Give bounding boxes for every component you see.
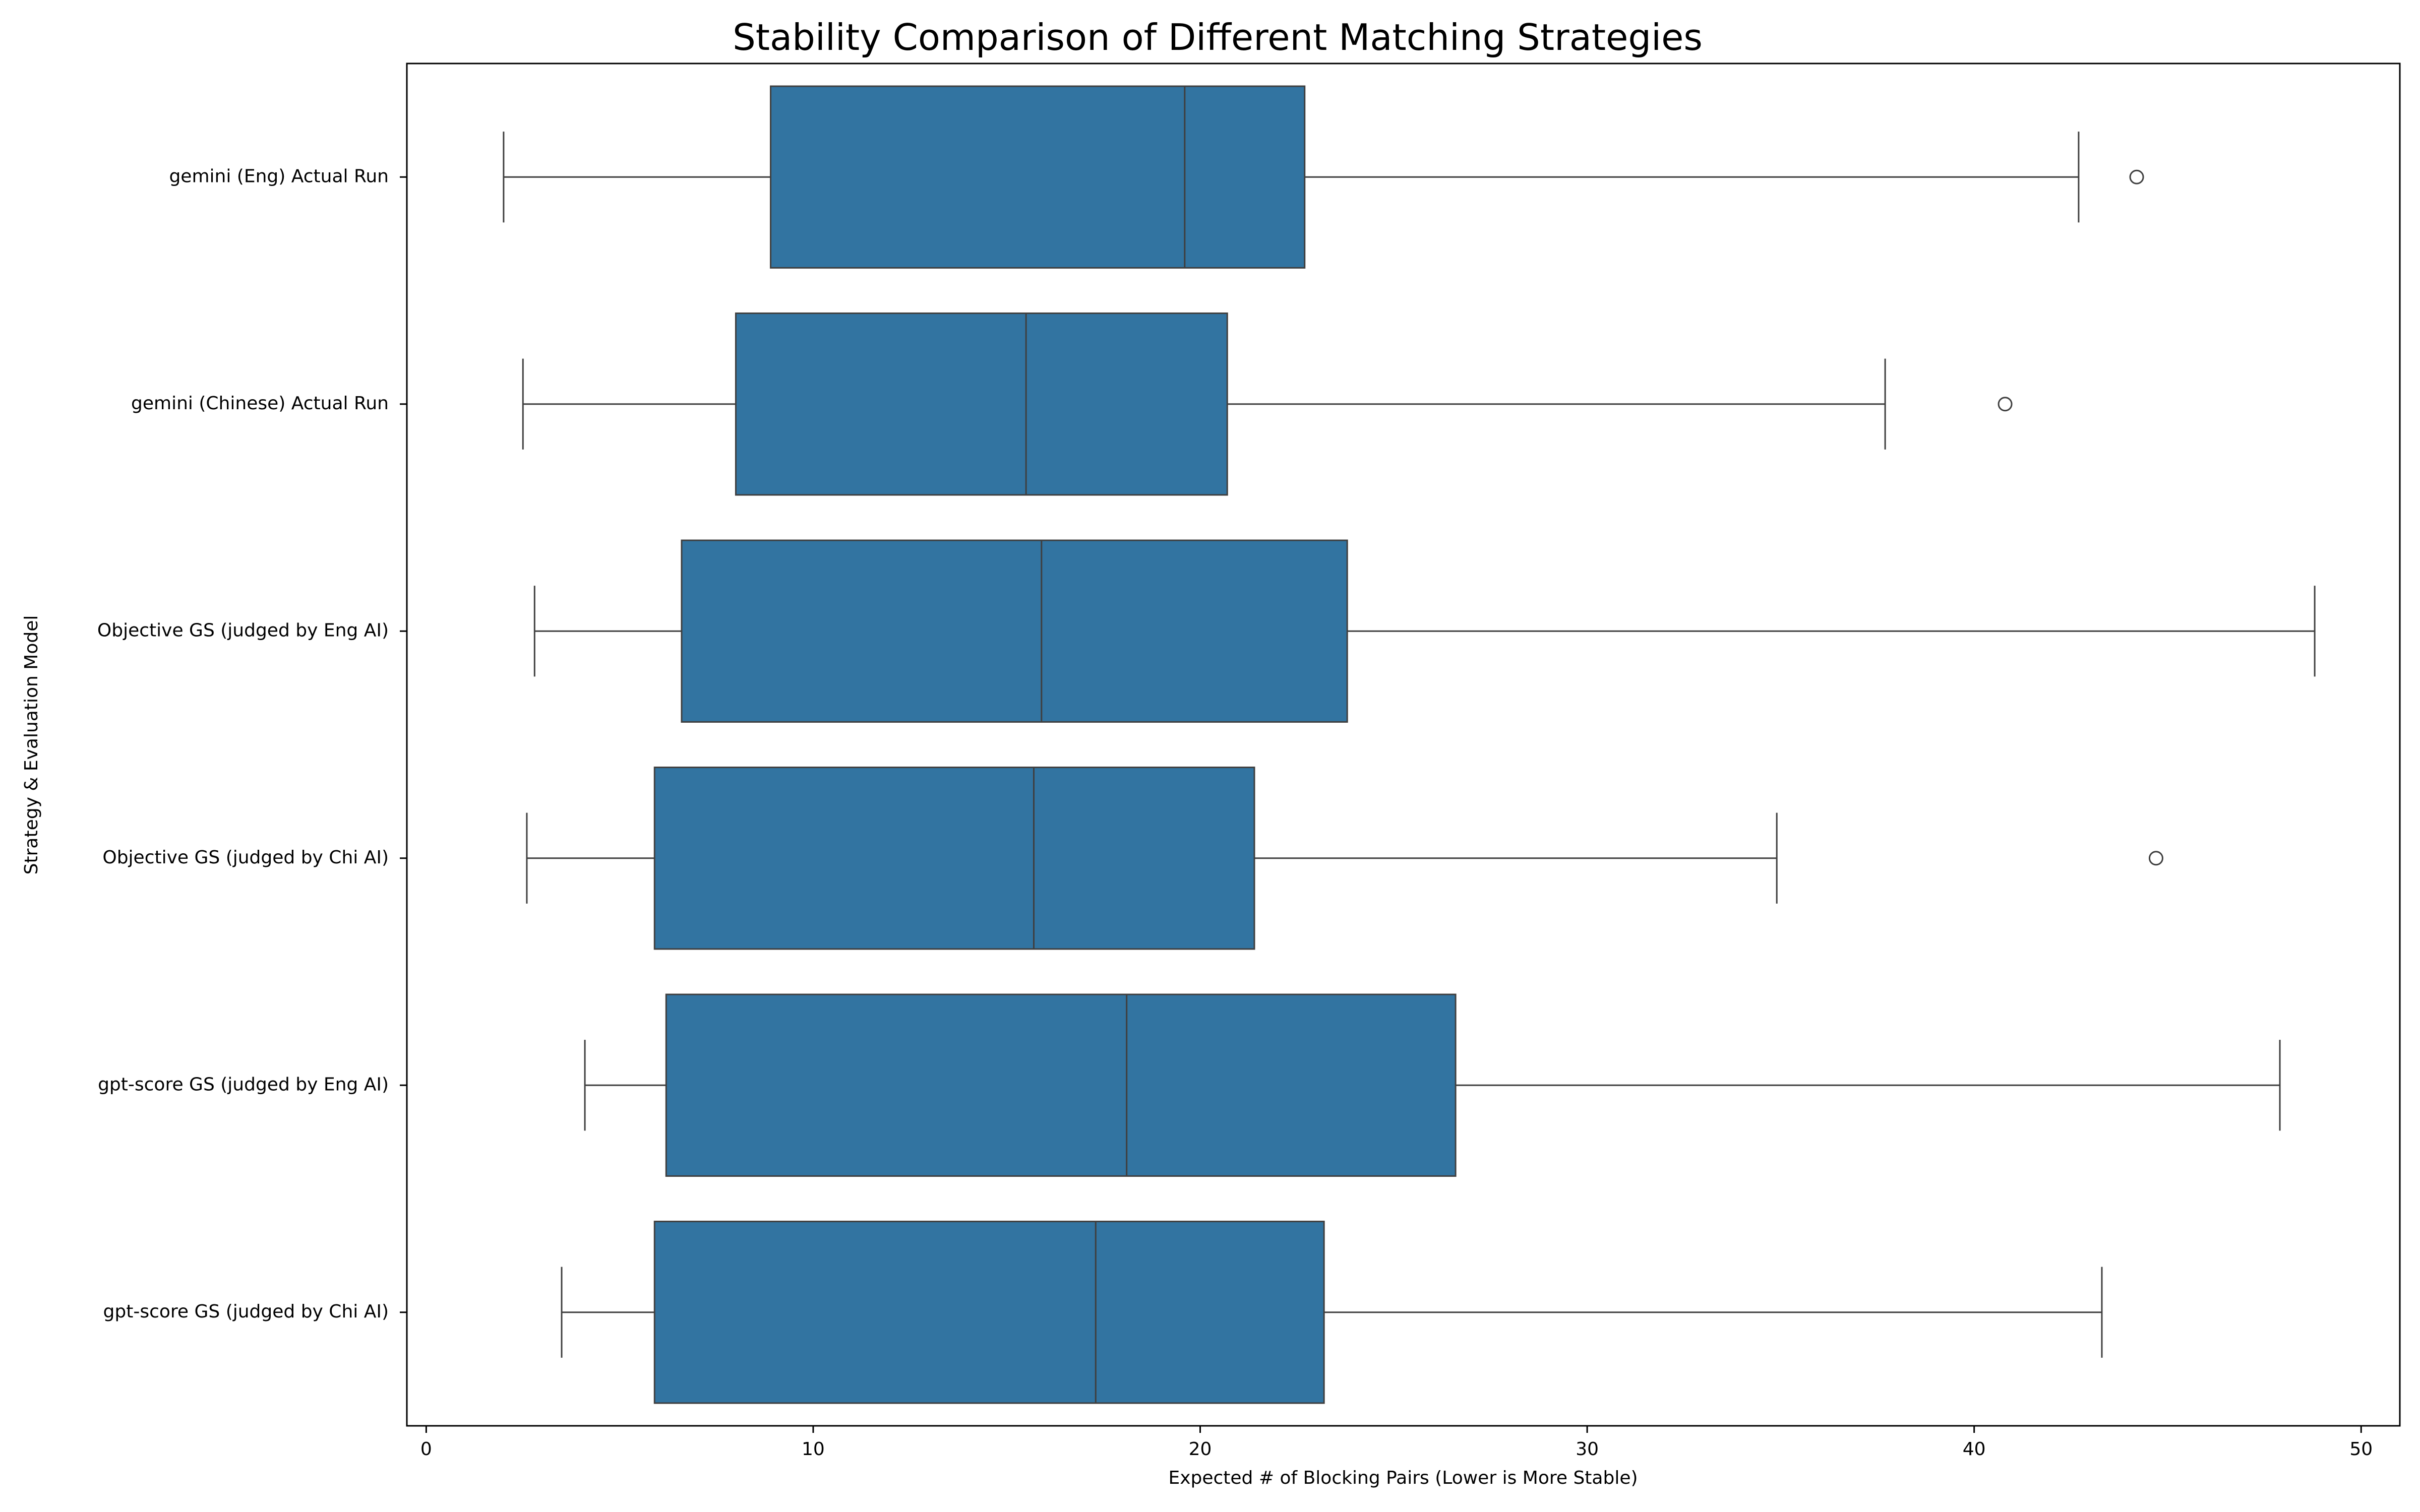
x-tick-label: 40 [1963,1439,1986,1460]
plot-area [503,85,2316,1404]
y-tick-label: Objective GS (judged by Chi AI) [102,847,389,868]
iqr-box [665,993,1457,1177]
x-tick-label: 20 [1189,1439,1212,1460]
chart-title: Stability Comparison of Different Matchi… [733,16,1703,58]
y-tick-label: gemini (Chinese) Actual Run [131,393,389,414]
outlier-point [1998,397,2013,412]
y-tick-label: gemini (Eng) Actual Run [169,166,389,186]
x-tick-label: 30 [1576,1439,1599,1460]
box-group [503,85,2144,269]
outlier-point [2129,169,2144,184]
outlier-point [2148,851,2163,866]
iqr-box [770,85,1306,269]
iqr-box [653,1221,1325,1404]
y-tick-label: gpt-score GS (judged by Chi AI) [103,1301,389,1322]
box-group [584,993,2281,1177]
iqr-box [681,539,1348,723]
x-axis: 0 10 20 30 40 50 [420,1426,2373,1460]
box-group [526,767,2163,950]
iqr-box [735,312,1228,496]
x-tick-label: 50 [2349,1439,2373,1460]
y-tick-label: gpt-score GS (judged by Eng AI) [98,1074,389,1095]
plot-frame [406,62,2401,1427]
box-group [533,539,2316,723]
x-tick-label: 0 [420,1439,432,1460]
box-group [561,1221,2103,1404]
x-tick-label: 10 [802,1439,825,1460]
box-group [522,312,2013,496]
iqr-box [653,767,1255,950]
y-tick-label: Objective GS (judged by Eng AI) [97,620,389,641]
y-axis-title: Strategy & Evaluation Model [21,615,42,875]
y-axis: gemini (Eng) Actual Run gemini (Chinese) … [97,166,407,1322]
x-axis-title: Expected # of Blocking Pairs (Lower is M… [1168,1468,1638,1488]
